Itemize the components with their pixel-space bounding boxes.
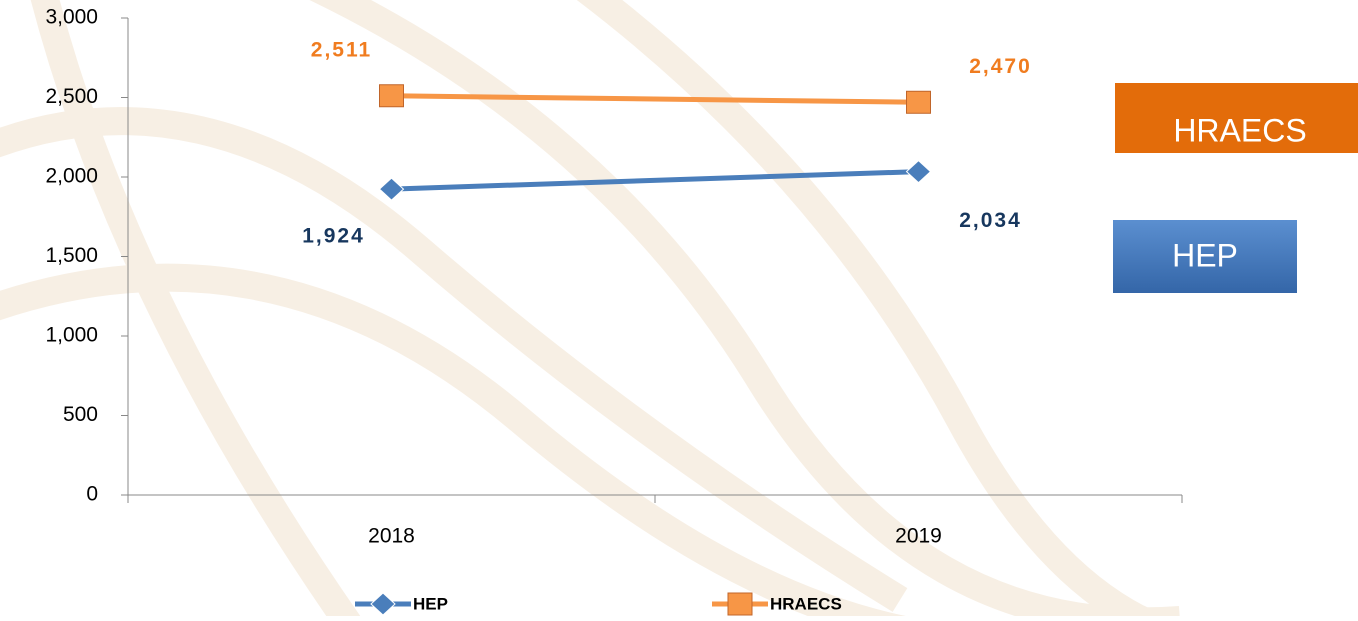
y-tick-label: 3,000 [45, 6, 98, 29]
data-label: 2,034 [959, 209, 1022, 232]
data-point [379, 84, 404, 108]
data-point [906, 90, 931, 114]
series-box-label: HRAECS [1173, 112, 1306, 148]
pattern-curve [309, 0, 1181, 621]
y-tick-label: 500 [63, 403, 98, 426]
data-label: 2,511 [311, 38, 372, 61]
legend-item: HRAECS [712, 592, 842, 616]
legend-label: HRAECS [770, 594, 842, 613]
x-tick-label: 2019 [895, 525, 942, 548]
legend-item: HEP [355, 592, 448, 616]
x-tick-label: 2018 [368, 525, 415, 548]
series-box [1115, 83, 1358, 153]
pattern-curve [30, 0, 364, 621]
y-tick-label: 2,500 [45, 85, 98, 108]
legend-label: HEP [413, 594, 448, 613]
series-box [1113, 220, 1297, 293]
pattern-curve [576, 0, 1181, 621]
series-line [391, 169, 919, 192]
y-tick-label: 1,000 [45, 324, 98, 347]
legend-marker [370, 592, 396, 616]
data-point [905, 159, 932, 184]
data-point [378, 177, 405, 201]
series-box-label: HEP [1172, 237, 1238, 273]
y-tick-label: 1,500 [45, 244, 98, 267]
pattern-curve [0, 107, 908, 612]
background-pattern [0, 0, 1181, 621]
y-tick-label: 2,000 [45, 165, 98, 188]
data-label: 1,924 [302, 225, 365, 248]
data-label: 2,470 [969, 55, 1032, 78]
legend-marker [727, 592, 753, 616]
series-line [391, 93, 919, 105]
y-tick-label: 0 [86, 483, 98, 506]
